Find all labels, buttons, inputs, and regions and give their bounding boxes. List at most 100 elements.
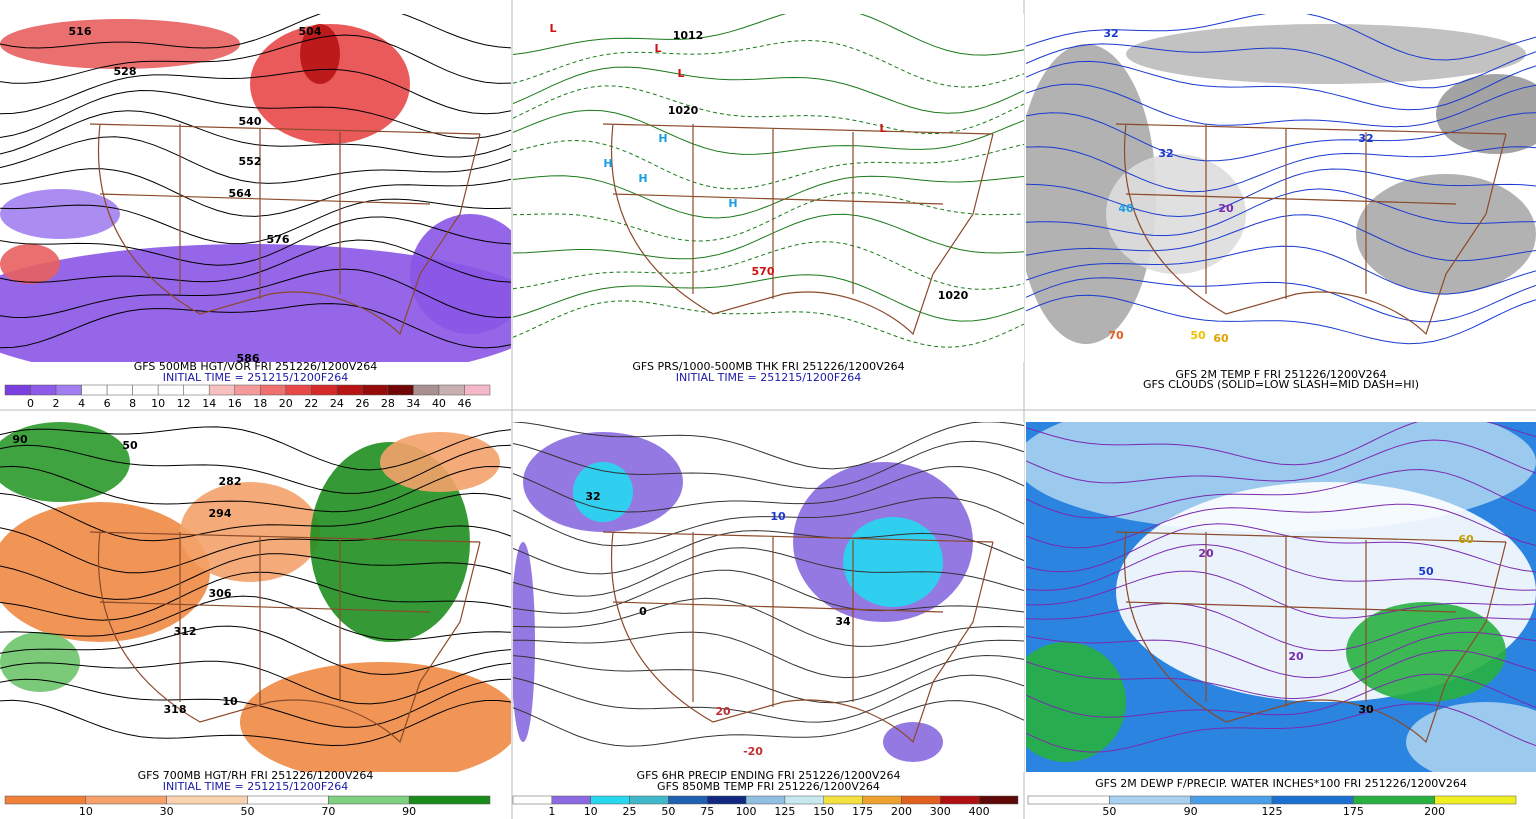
contour [513,139,1024,190]
colorbar-label: 10 [79,805,93,818]
map-label: L [677,67,684,80]
contour [513,497,1024,547]
contour [1026,570,1536,619]
map-label: 40 [1118,202,1134,215]
colorbar-swatch [901,795,941,805]
colorbar-swatch [85,795,167,805]
colorbar-label: 10 [584,805,598,818]
contour [0,14,511,49]
map-label: 528 [114,65,137,78]
shaded-area [180,482,320,582]
contour [1026,649,1536,700]
borders [602,123,994,336]
colorbar-swatch [30,384,57,396]
colorbar-swatch [512,795,553,805]
contour [1026,468,1536,519]
map-label: 318 [164,703,187,716]
colorbar-swatch [413,384,440,396]
map-label: H [603,157,612,170]
shaded-area [1346,602,1506,702]
colorbar-swatch [823,795,863,805]
map-label: 20 [1288,650,1304,663]
colorbar-swatch [1353,795,1435,805]
colorbar-swatch [234,384,261,396]
colorbar-label: 100 [736,805,757,818]
shaded-area [250,24,410,144]
contour [513,274,1024,322]
shaded-area [0,244,60,284]
contour [513,14,1024,56]
contour [1026,422,1536,466]
contour [0,136,511,184]
colorbar-swatch [745,795,786,805]
map-label: 312 [174,625,197,638]
contour [1026,146,1536,193]
colorbar-swatch [551,795,591,805]
contour [1026,503,1536,549]
colorbar-label: 90 [402,805,416,818]
colorbar-label: 16 [228,397,242,410]
map-label: 32 [1358,132,1373,145]
colorbar-label: 40 [432,397,446,410]
map-label: 552 [239,155,262,168]
contour [513,440,1024,489]
shaded-area [0,244,511,362]
colorbar-swatch [1190,795,1273,805]
colorbar-label: 2 [53,397,60,410]
contour [0,625,511,676]
shaded-area [0,19,240,69]
colorbar-swatch [706,795,747,805]
colorbar-label: 1 [548,805,555,818]
colorbar-label: 6 [104,397,111,410]
colorbar-swatch [629,795,669,805]
colorbar-label: 125 [774,805,795,818]
map-label: 10 [222,695,238,708]
shaded-area [1436,74,1536,154]
contour [1026,543,1536,591]
contour [0,303,511,349]
colorbar-label: 175 [1343,805,1364,818]
contour [0,426,511,471]
shaded-area [513,542,535,742]
contour [513,85,1024,135]
map-label: 516 [69,25,92,38]
contour [0,198,511,245]
contour [0,699,511,747]
caption: GFS PRS/1000-500MB THK FRI 251226/1200V2… [632,360,904,373]
map-label: 1020 [668,104,699,117]
borders [1115,531,1507,744]
contour [0,89,511,139]
contour [1026,523,1536,573]
map-label: 306 [209,587,232,600]
shaded-area [1106,154,1246,274]
contour [1026,188,1536,237]
colorbar-swatch [362,384,389,396]
map: 516 528 540 552 564 576 504 586 [0,14,511,365]
contour [0,571,511,621]
map-background [513,14,1024,362]
map-label: 90 [12,433,28,446]
contour [1026,214,1536,262]
colorbar-label: 22 [304,397,318,410]
colorbar-swatch [4,795,87,805]
colorbar-swatch [106,384,133,396]
colorbar-swatch [311,384,338,396]
colorbar-label: 50 [661,805,675,818]
colorbar-swatch [978,795,1019,805]
colorbar-label: 26 [355,397,369,410]
colorbar-label: 4 [78,397,85,410]
map-label: 586 [237,352,260,365]
map-label: 30 [1358,703,1374,716]
map-label: 32 [1158,147,1173,160]
caption: GFS 850MB TEMP FRI 251226/1200V264 [657,780,880,793]
colorbar-swatch [247,795,329,805]
map-label: 1012 [673,29,704,42]
contour [0,239,511,283]
shaded-area [0,502,210,642]
shaded-area [410,214,511,334]
colorbar-label: 34 [406,397,420,410]
colorbar-label: 12 [177,397,191,410]
map: 32 10 0 -20 20 34 [513,422,1024,772]
contour [513,175,1024,219]
contour [513,300,1024,348]
